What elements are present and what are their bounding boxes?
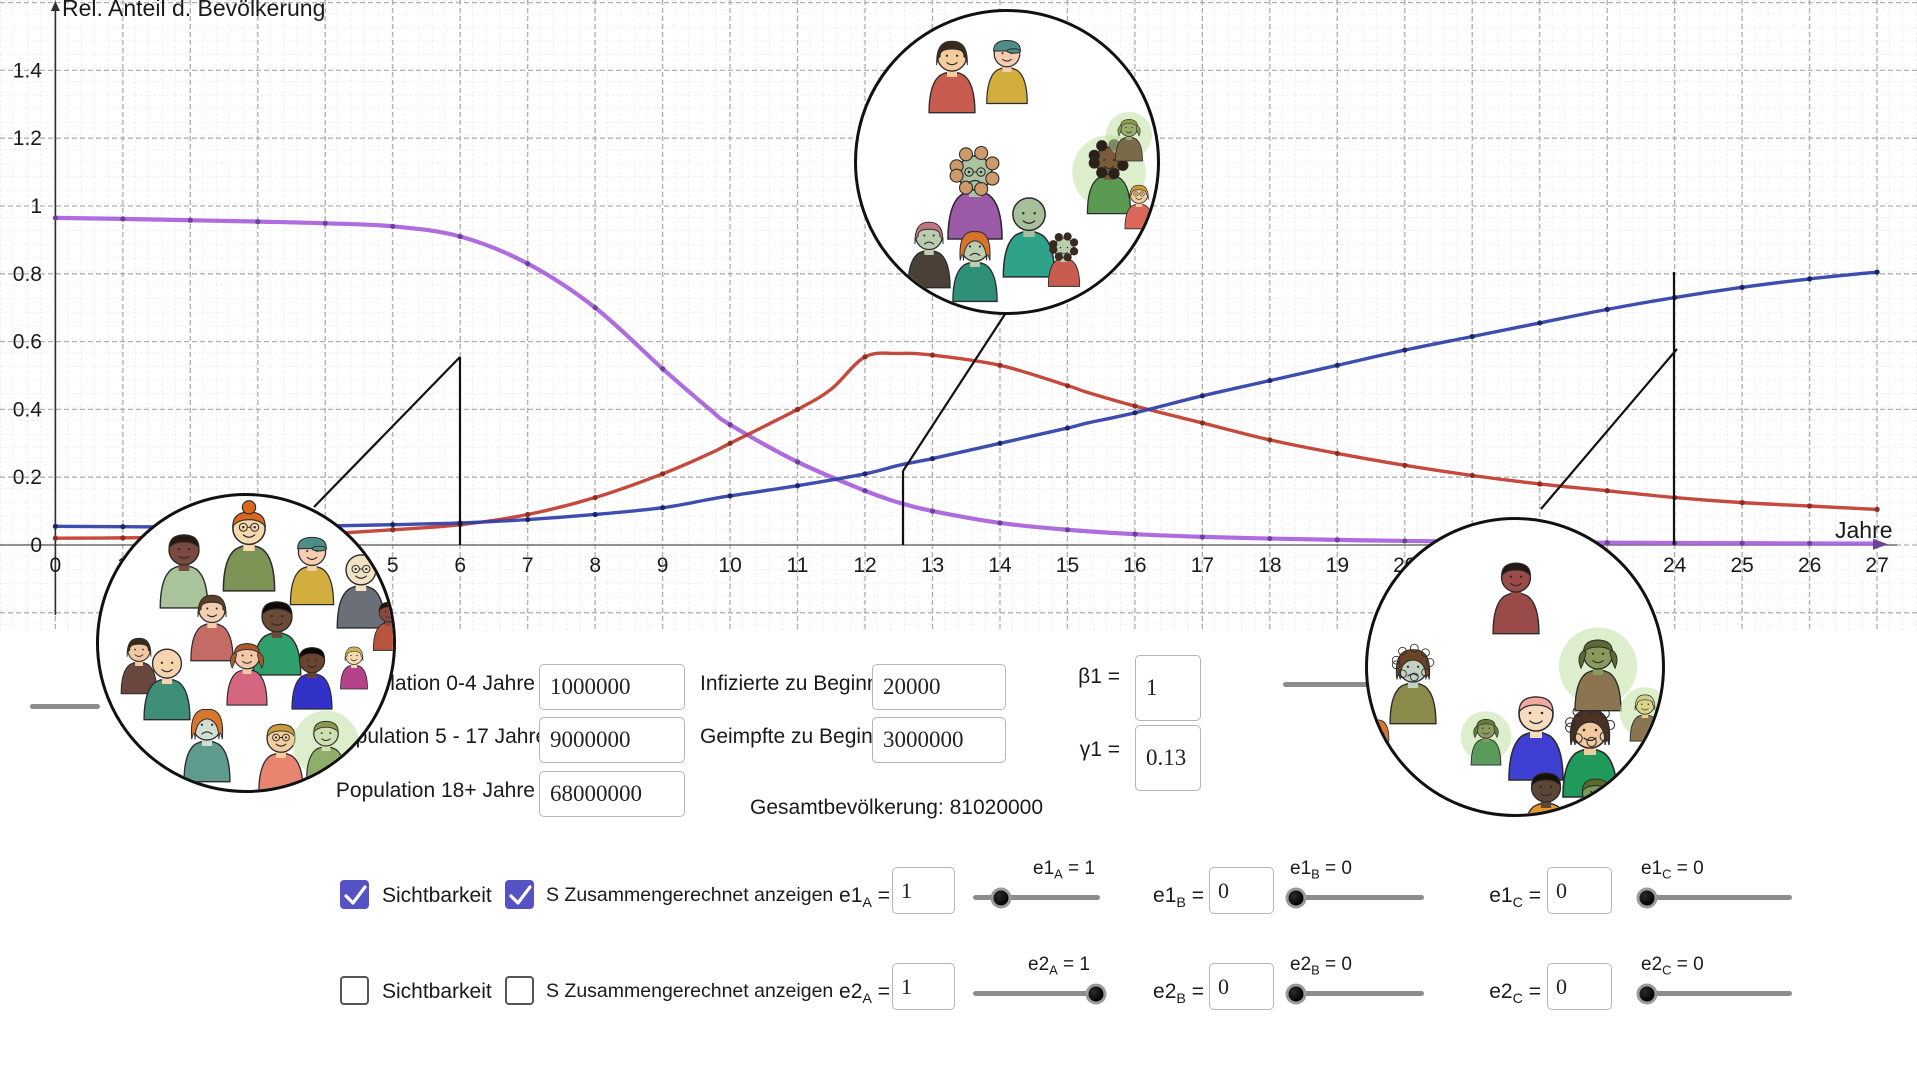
svg-text:11: 11	[787, 554, 809, 577]
svg-text:Rel. Anteil d. Bevölkerung: Rel. Anteil d. Bevölkerung	[62, 0, 325, 21]
svg-text:5: 5	[387, 554, 399, 577]
svg-text:13: 13	[921, 554, 944, 577]
svg-text:0.2: 0.2	[13, 466, 42, 489]
svg-text:27: 27	[1865, 554, 1888, 577]
svg-text:0: 0	[30, 534, 42, 557]
svg-text:25: 25	[1730, 554, 1753, 577]
svg-text:17: 17	[1191, 554, 1214, 577]
svg-text:6: 6	[454, 554, 466, 577]
svg-text:8: 8	[589, 554, 601, 577]
svg-text:9: 9	[657, 554, 669, 577]
svg-text:0.6: 0.6	[13, 331, 42, 354]
svg-text:1: 1	[30, 195, 42, 218]
svg-text:16: 16	[1123, 554, 1146, 577]
svg-text:7: 7	[522, 554, 534, 577]
svg-text:26: 26	[1798, 554, 1821, 577]
svg-text:0.8: 0.8	[13, 263, 42, 286]
svg-text:10: 10	[718, 554, 741, 577]
svg-text:12: 12	[853, 554, 876, 577]
svg-text:18: 18	[1258, 554, 1281, 577]
svg-text:24: 24	[1663, 554, 1687, 577]
svg-text:14: 14	[988, 554, 1012, 577]
svg-text:1.2: 1.2	[13, 127, 42, 150]
svg-text:Jahre: Jahre	[1835, 517, 1893, 543]
svg-text:0.4: 0.4	[13, 398, 43, 421]
svg-text:15: 15	[1056, 554, 1079, 577]
svg-text:0: 0	[50, 554, 62, 577]
svg-text:19: 19	[1326, 554, 1349, 577]
svg-text:1.4: 1.4	[13, 59, 43, 82]
